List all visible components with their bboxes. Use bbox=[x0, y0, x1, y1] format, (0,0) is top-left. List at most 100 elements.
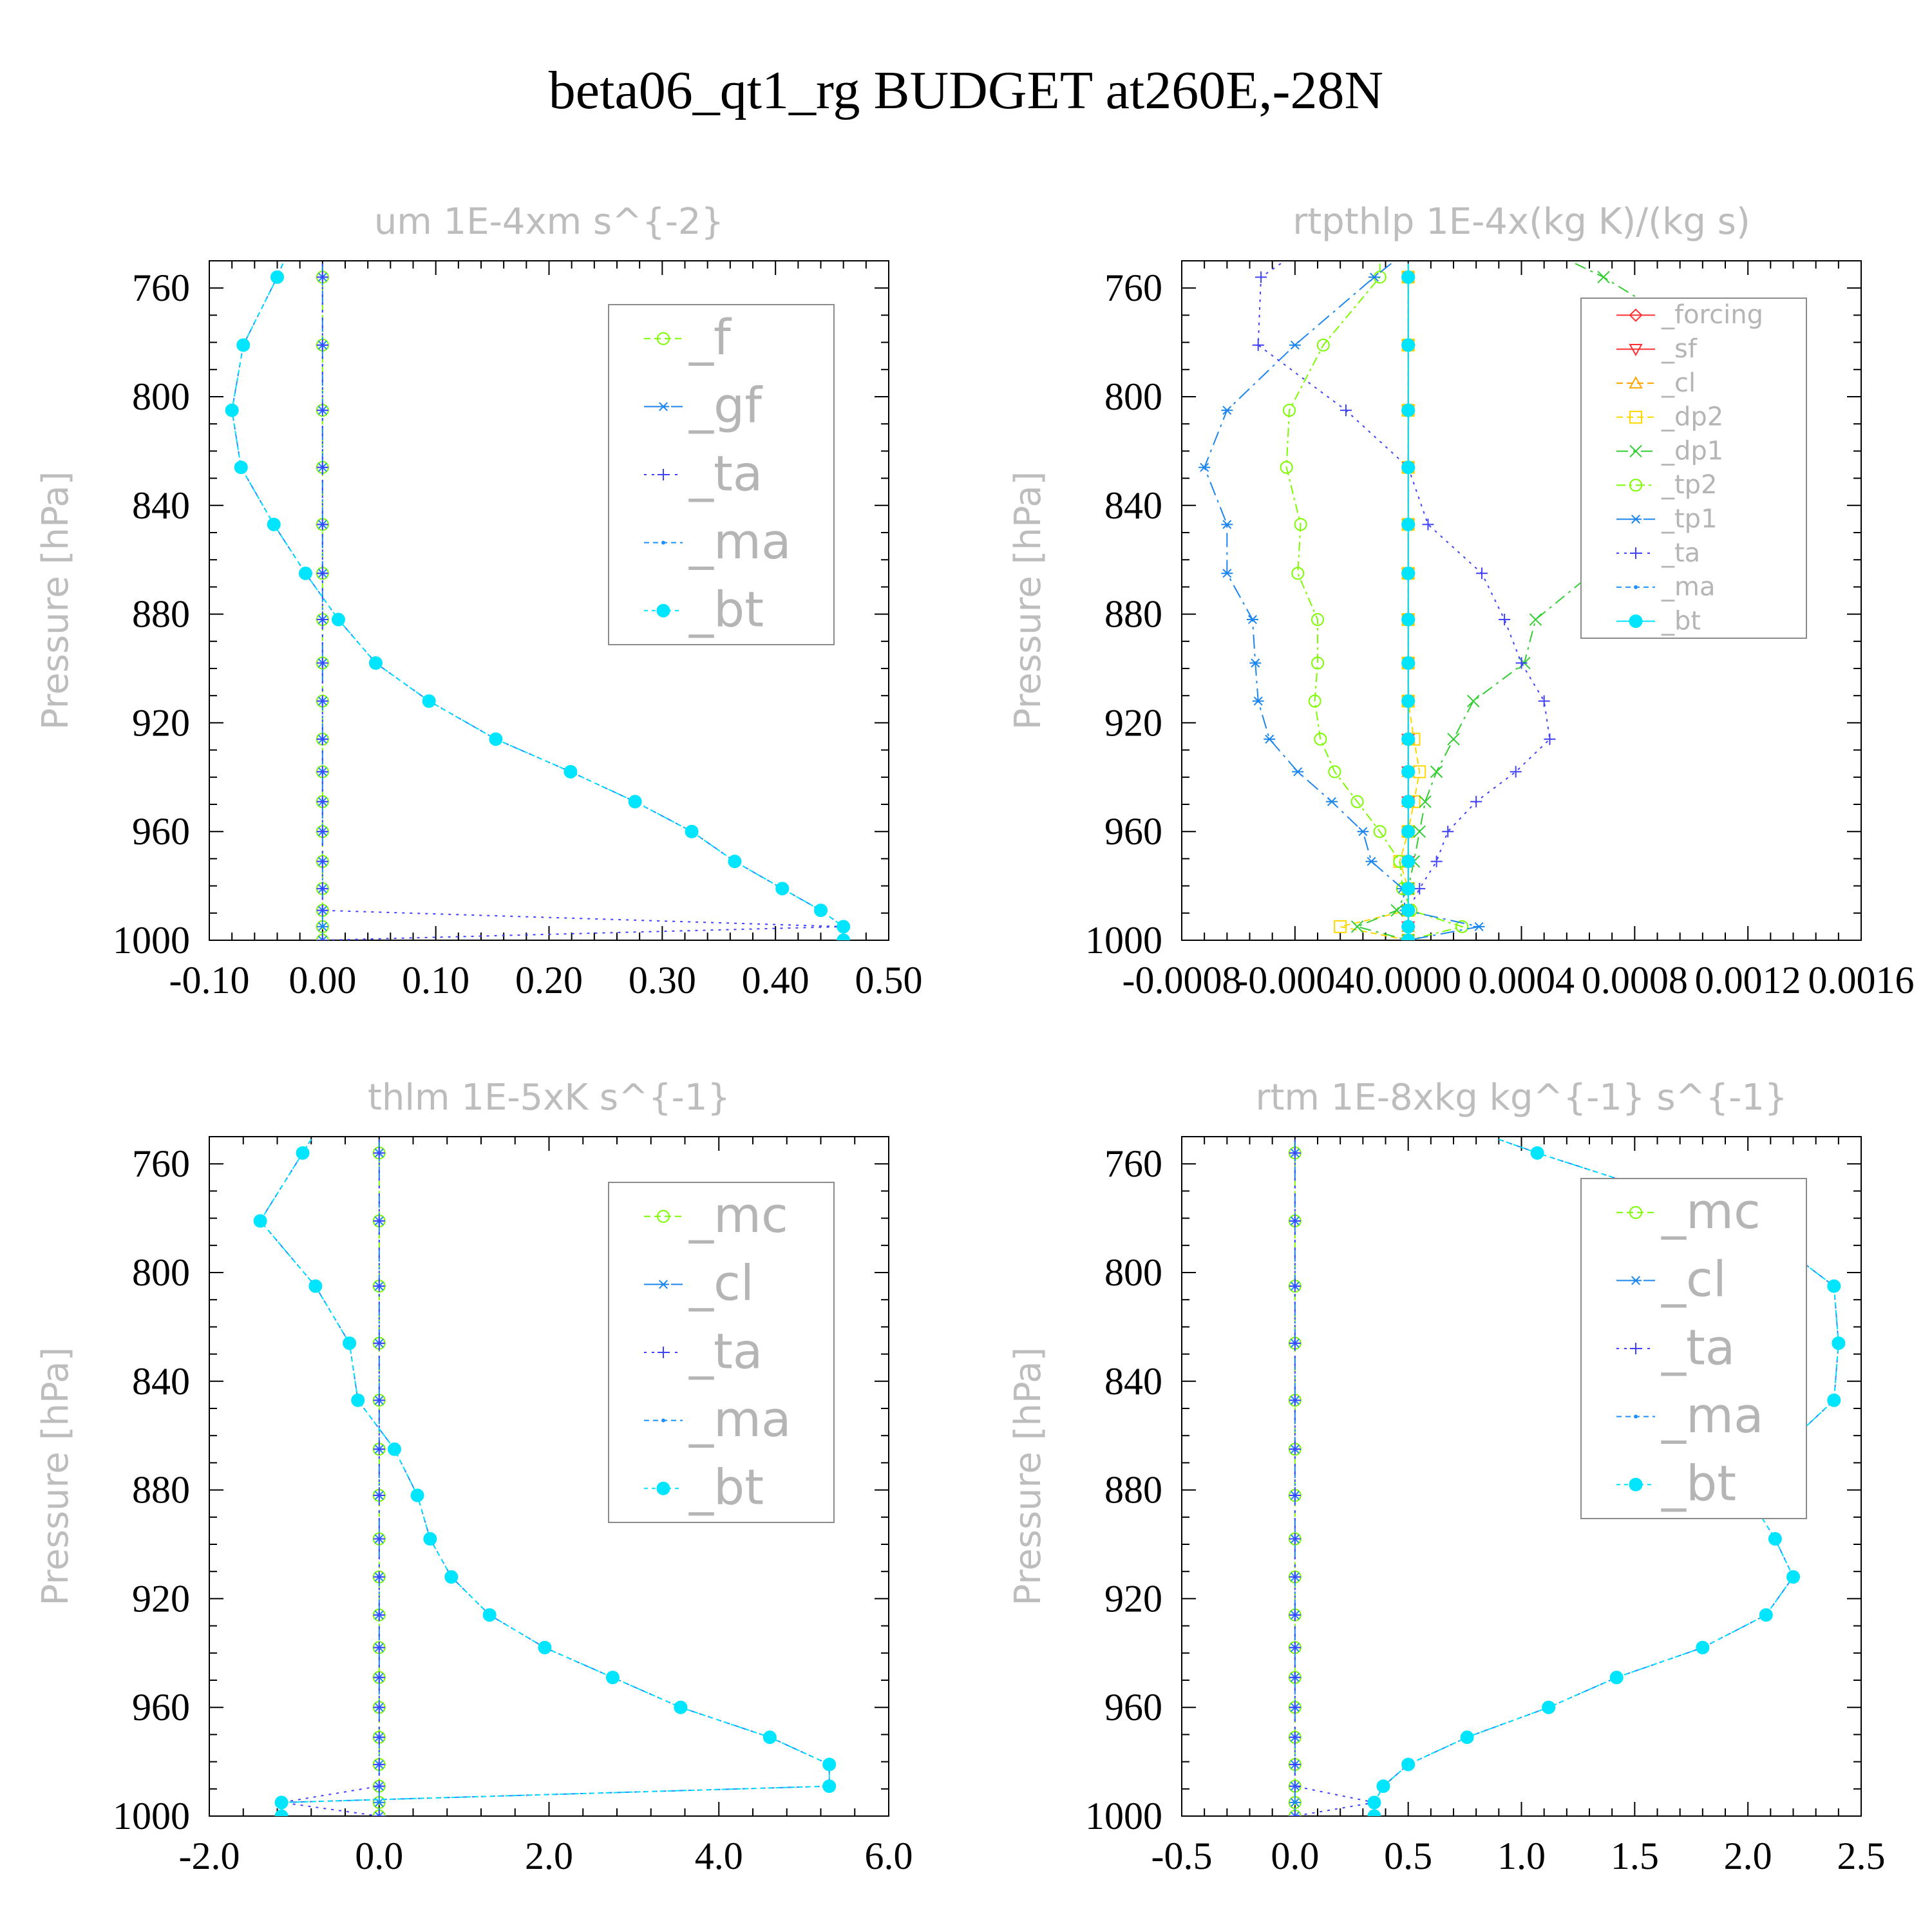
ticks: 760 800 840 880 920 960 1000-0.5 0.0 0.5 1.0 1.5 2.… bbox=[1085, 1136, 1886, 1877]
data-point bbox=[316, 404, 328, 417]
legend-marker bbox=[658, 402, 669, 412]
data-point bbox=[1413, 825, 1426, 838]
series-tp2 bbox=[1280, 263, 1469, 940]
data-point bbox=[1373, 825, 1387, 838]
data-point bbox=[316, 461, 328, 473]
data-point bbox=[316, 695, 328, 707]
y-tick-label: 960 bbox=[132, 810, 190, 853]
y-tick-label: 960 bbox=[1104, 810, 1162, 853]
y-tick-label: 760 bbox=[1104, 267, 1162, 309]
data-point bbox=[1328, 765, 1341, 779]
series-bt bbox=[225, 263, 851, 940]
x-tick-label: 2.0 bbox=[525, 1835, 573, 1877]
data-point bbox=[1401, 795, 1416, 809]
data-point bbox=[538, 1640, 552, 1654]
x-tick-label: 0.0004 bbox=[1468, 959, 1575, 1001]
data-point bbox=[1419, 795, 1432, 808]
data-point bbox=[274, 1795, 289, 1810]
legend-entry: _dp1 bbox=[1616, 436, 1723, 466]
legend-marker bbox=[1629, 444, 1642, 458]
data-point bbox=[373, 1810, 385, 1816]
data-point bbox=[316, 904, 328, 916]
data-point bbox=[1340, 404, 1352, 417]
data-point bbox=[316, 855, 328, 867]
data-point bbox=[1475, 567, 1488, 580]
data-point bbox=[410, 1488, 424, 1502]
data-point bbox=[1376, 1779, 1390, 1794]
legend-marker bbox=[1629, 344, 1643, 357]
data-point bbox=[1252, 339, 1264, 351]
data-point bbox=[316, 733, 328, 745]
ticks: 760 800 840 880 920 960 1000-2.0 0.0 2.0 4.0 6.0 bbox=[113, 1136, 913, 1877]
data-point bbox=[1401, 824, 1416, 838]
legend: _f _gf _ta _ma _bt bbox=[608, 304, 835, 645]
y-tick-label: 760 bbox=[132, 267, 190, 309]
y-tick-label: 920 bbox=[1104, 701, 1162, 744]
legend-label: _bt bbox=[688, 581, 764, 638]
data-point bbox=[1311, 613, 1324, 627]
data-point bbox=[1401, 460, 1416, 475]
legend-marker bbox=[656, 1481, 670, 1495]
legend-marker bbox=[658, 1347, 669, 1358]
x-tick-label: 0.0000 bbox=[1355, 959, 1461, 1001]
data-point bbox=[1289, 1280, 1301, 1293]
legend-label: _ma bbox=[1661, 1387, 1764, 1444]
legend: _mc _cl _ta _ma _bt bbox=[608, 1182, 835, 1523]
data-point bbox=[316, 922, 328, 931]
legend: _forcing _sf _cl _dp2 _dp1 _tp2 _tp1 _ta _ma _bt bbox=[1580, 298, 1807, 639]
legend-label: _sf bbox=[1661, 334, 1698, 364]
legend-label: _forcing bbox=[1661, 300, 1763, 330]
data-point bbox=[1430, 765, 1443, 779]
data-point bbox=[628, 795, 642, 809]
y-tick-label: 840 bbox=[1104, 1360, 1162, 1403]
data-point bbox=[822, 1757, 837, 1772]
x-tick-label: -0.0008 bbox=[1122, 959, 1242, 1001]
legend-entry: _gf bbox=[644, 377, 763, 434]
data-point bbox=[1401, 338, 1416, 352]
legend-marker bbox=[661, 1418, 665, 1423]
y-tick-label: 920 bbox=[132, 701, 190, 744]
data-point bbox=[270, 270, 284, 284]
x-tick-label: 1.5 bbox=[1611, 1835, 1659, 1877]
legend-entry: _tp1 bbox=[1616, 504, 1718, 534]
data-point bbox=[373, 1571, 385, 1583]
legend-entry: _cl bbox=[644, 1255, 754, 1312]
x-tick-label: -0.5 bbox=[1151, 1835, 1213, 1877]
data-point bbox=[1768, 1532, 1782, 1546]
data-point bbox=[1289, 1810, 1301, 1816]
x-tick-label: 2.5 bbox=[1837, 1835, 1886, 1877]
legend-label: _mc bbox=[688, 1186, 788, 1244]
data-point bbox=[373, 1609, 385, 1621]
x-tick-label: -0.10 bbox=[169, 959, 250, 1001]
legend-label: _ta bbox=[1661, 1318, 1735, 1376]
data-point bbox=[373, 1147, 385, 1159]
legend-entry: _ma bbox=[1616, 1387, 1764, 1444]
data-point bbox=[1289, 1490, 1301, 1502]
legend-marker bbox=[1630, 1276, 1642, 1285]
data-point bbox=[1414, 882, 1426, 895]
legend-entry: _bt bbox=[1616, 1455, 1736, 1512]
legend-marker bbox=[658, 469, 669, 480]
legend-label: _ma bbox=[1661, 573, 1715, 602]
legend-entry: _ta bbox=[644, 444, 762, 502]
legend-entry: _sf bbox=[1616, 334, 1698, 364]
data-point bbox=[368, 656, 383, 670]
legend-entry: _f bbox=[644, 308, 732, 366]
data-point bbox=[1252, 696, 1264, 706]
data-point bbox=[316, 614, 328, 626]
series-line bbox=[1285, 263, 1464, 940]
legend-label: _cl bbox=[688, 1255, 754, 1312]
data-point bbox=[316, 826, 328, 838]
series-ta bbox=[1289, 1139, 1380, 1816]
data-point bbox=[1696, 1640, 1710, 1654]
x-tick-label: 0.0 bbox=[1271, 1835, 1319, 1877]
figure-title: beta06_qt1_rg BUDGET at260E,-28N bbox=[549, 61, 1383, 120]
panel-4: rtm 1E-8xkg kg^{-1} s^{-1} Pressure [hPa]… bbox=[1007, 1077, 1886, 1877]
legend-marker bbox=[1629, 375, 1643, 389]
data-point bbox=[1786, 1570, 1800, 1584]
data-point bbox=[1401, 270, 1416, 284]
data-point bbox=[1249, 658, 1262, 668]
legend-marker bbox=[657, 332, 670, 345]
